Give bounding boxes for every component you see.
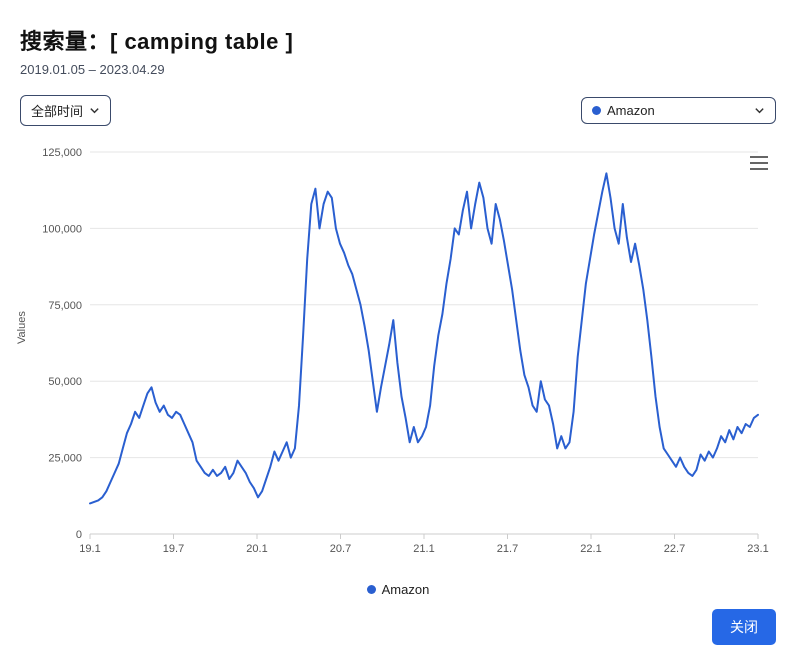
close-button[interactable]: 关闭: [712, 609, 776, 645]
chevron-down-icon: [754, 105, 765, 116]
y-axis-label: Values: [16, 311, 28, 344]
svg-text:75,000: 75,000: [48, 300, 82, 312]
legend-dot: [367, 585, 376, 594]
time-filter-dropdown[interactable]: 全部时间: [20, 95, 111, 126]
series-selector-dropdown[interactable]: Amazon: [581, 97, 776, 124]
chart-svg: 0 25,000 50,000 75,000 100,000 125,000 19.1 19.…: [20, 134, 776, 574]
svg-text:25,000: 25,000: [48, 453, 82, 465]
svg-text:21.7: 21.7: [497, 543, 518, 555]
time-filter-label: 全部时间: [31, 101, 83, 120]
svg-text:23.1: 23.1: [747, 543, 768, 555]
svg-text:22.1: 22.1: [580, 543, 601, 555]
svg-text:22.7: 22.7: [664, 543, 685, 555]
page-title: 搜索量：[ camping table ]: [20, 24, 776, 56]
svg-text:20.1: 20.1: [246, 543, 267, 555]
series-dot: [592, 106, 601, 115]
svg-text:100,000: 100,000: [42, 223, 82, 235]
svg-text:19.7: 19.7: [163, 543, 184, 555]
controls-row: 全部时间 Amazon: [20, 95, 776, 126]
svg-text:21.1: 21.1: [413, 543, 434, 555]
chart-menu-icon[interactable]: [750, 156, 768, 170]
series-selector-label: Amazon: [607, 103, 655, 118]
svg-text:50,000: 50,000: [48, 376, 82, 388]
chart-legend: Amazon: [20, 582, 776, 597]
svg-text:0: 0: [76, 529, 82, 541]
chart-container: Values 025,00050,00075,000100,000125,000…: [20, 134, 776, 574]
svg-text:125,000: 125,000: [42, 147, 82, 159]
chevron-down-icon: [89, 105, 100, 116]
date-range: 2019.01.05 – 2023.04.29: [20, 62, 776, 77]
legend-label: Amazon: [382, 582, 430, 597]
svg-text:19.1: 19.1: [79, 543, 100, 555]
svg-text:20.7: 20.7: [330, 543, 351, 555]
footer: 关闭: [20, 609, 776, 645]
